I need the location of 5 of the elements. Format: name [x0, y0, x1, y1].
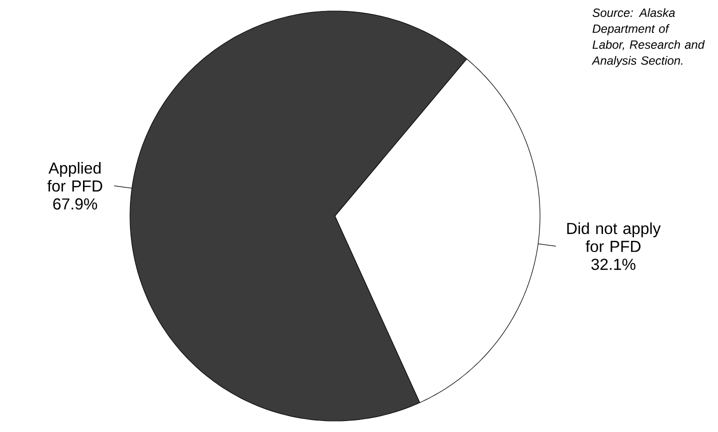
source-note: Source: Alaska Department of Labor, Research and Analysis Section. — [592, 8, 705, 68]
slice-label: Applied for PFD — [47, 162, 102, 192]
data-label: 67.9% — [53, 198, 98, 210]
slice-label: Did not apply for PFD — [567, 222, 661, 252]
data-label: 32.1% — [591, 258, 636, 270]
